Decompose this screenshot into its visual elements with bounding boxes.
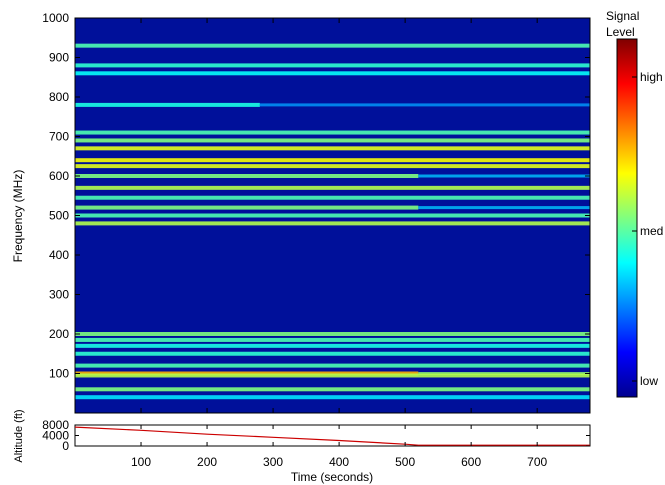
y-tick-label: 1000 [42, 11, 69, 25]
y-tick-label: 400 [49, 248, 69, 262]
colorbar: Signal Level high med low [606, 9, 663, 398]
altitude-frame [74, 424, 591, 447]
signal-band-tail [418, 206, 590, 210]
signal-band [75, 337, 590, 342]
signal-band [75, 205, 419, 210]
x-tick-label: 700 [527, 455, 547, 469]
y-tick-label: 900 [49, 51, 69, 65]
time-axis-label: Time (seconds) [291, 470, 373, 484]
signal-band-tail [418, 174, 590, 178]
frequency-axis-label: Frequency (MHz) [11, 170, 25, 263]
alt-y-tick-label: 8000 [42, 418, 69, 432]
y-tick-label: 700 [49, 130, 69, 144]
signal-band [75, 164, 590, 169]
colorbar-label-low: low [640, 374, 658, 388]
y-tick-label: 800 [49, 90, 69, 104]
signal-band [75, 395, 590, 400]
signal-band [75, 158, 590, 163]
signal-band [75, 387, 590, 392]
time-axis: 100 200 300 400 500 600 700 [131, 425, 548, 469]
colorbar-label-high: high [640, 70, 663, 84]
signal-band [75, 373, 590, 378]
y-tick-label: 200 [49, 327, 69, 341]
x-tick-label: 300 [263, 455, 283, 469]
y-tick-label: 500 [49, 209, 69, 223]
x-tick-label: 500 [395, 455, 415, 469]
colorbar-ticks [632, 76, 637, 382]
alt-y-tick-label: 4000 [42, 429, 69, 443]
altitude-line [74, 426, 590, 446]
colorbar-scale [616, 38, 638, 398]
signal-band [75, 221, 590, 226]
signal-band [75, 195, 590, 200]
signal-band [75, 71, 590, 76]
signal-band [75, 185, 590, 190]
frequency-axis: 100 200 300 400 500 600 700 800 900 1000 [42, 11, 590, 381]
signal-band [75, 146, 590, 151]
signal-band [75, 130, 590, 135]
signal-band [75, 138, 590, 143]
y-tick-label: 100 [49, 367, 69, 381]
signal-band-tail [259, 103, 590, 107]
signal-band [75, 102, 260, 107]
signal-band [75, 332, 590, 336]
signal-band [75, 43, 590, 48]
signal-band [75, 213, 590, 218]
x-tick-label: 100 [131, 455, 151, 469]
colorbar-title-line1: Signal [606, 9, 639, 23]
signal-band [75, 351, 590, 356]
y-tick-label: 600 [49, 169, 69, 183]
spectrogram-panel: 100 200 300 400 500 600 700 800 900 1000 Frequenc… [11, 11, 591, 414]
y-tick-label: 300 [49, 288, 69, 302]
spectrogram-time-ticks [140, 18, 538, 413]
x-tick-label: 400 [329, 455, 349, 469]
signal-band [75, 343, 590, 348]
colorbar-title-line2: Level [606, 25, 635, 39]
x-tick-label: 200 [197, 455, 217, 469]
signal-band [75, 363, 590, 368]
signal-band [75, 63, 590, 68]
colorbar-label-med: med [640, 224, 663, 238]
alt-y-tick-label: 0 [62, 439, 69, 453]
altitude-axis-label: Altitude (ft) [13, 409, 25, 462]
x-tick-label: 600 [461, 455, 481, 469]
spectrogram-bands [75, 43, 590, 400]
signal-band [75, 174, 419, 178]
